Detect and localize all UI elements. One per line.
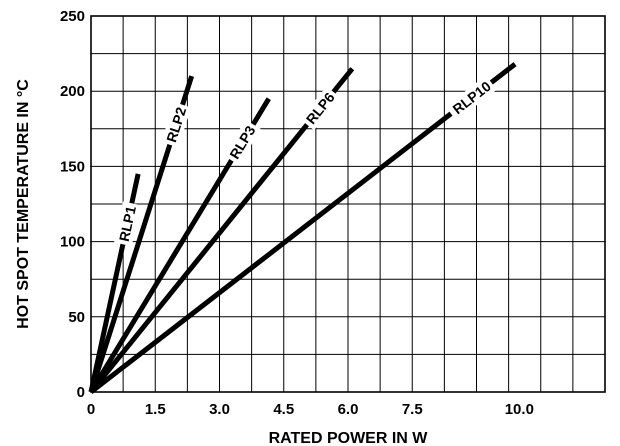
x-tick-label: 7.5 (402, 401, 423, 418)
series-labels: RLP1 RLP2 RLP3 RLP6 RLP10 (114, 75, 497, 247)
y-tick-label: 50 (68, 309, 85, 326)
plot-frame (90, 15, 606, 393)
y-tick-label: 0 (77, 384, 85, 401)
series-label-background (300, 86, 341, 131)
series-label-group: RLP2 (161, 102, 192, 148)
y-tick-label: 150 (60, 158, 85, 175)
x-tick-label: 1.5 (145, 401, 166, 418)
series-label-rlp1: RLP1 (116, 204, 139, 243)
x-tick-label: 4.5 (273, 401, 294, 418)
x-tick-label: 0 (87, 401, 95, 418)
series-label-group: RLP1 (114, 201, 141, 247)
x-axis-title: RATED POWER IN W (269, 430, 429, 446)
series-label-background (114, 201, 141, 247)
series-label-background (445, 75, 497, 121)
y-tick-label: 100 (60, 234, 85, 251)
x-tick-label: 10.0 (505, 401, 534, 418)
y-tick-label: 200 (60, 83, 85, 100)
series-label-group: RLP3 (223, 119, 261, 165)
series-label-rlp10: RLP10 (450, 78, 494, 117)
y-tick-label: 250 (60, 8, 85, 25)
series-label-background (223, 119, 261, 165)
series-label-background (161, 102, 192, 148)
y-tick-labels: 0 50 100 150 200 250 (60, 8, 85, 401)
series-label-group: RLP10 (445, 75, 497, 121)
x-tick-label: 3.0 (209, 401, 230, 418)
series-line-rlp10 (89, 62, 517, 394)
grid (91, 16, 605, 392)
series-label-group: RLP6 (300, 86, 341, 131)
x-tick-labels: 0 1.5 3.0 4.5 6.0 7.5 10.0 (87, 401, 534, 418)
x-tick-label: 6.0 (338, 401, 359, 418)
y-axis-title: HOT SPOT TEMPERATURE IN °C (15, 79, 32, 329)
